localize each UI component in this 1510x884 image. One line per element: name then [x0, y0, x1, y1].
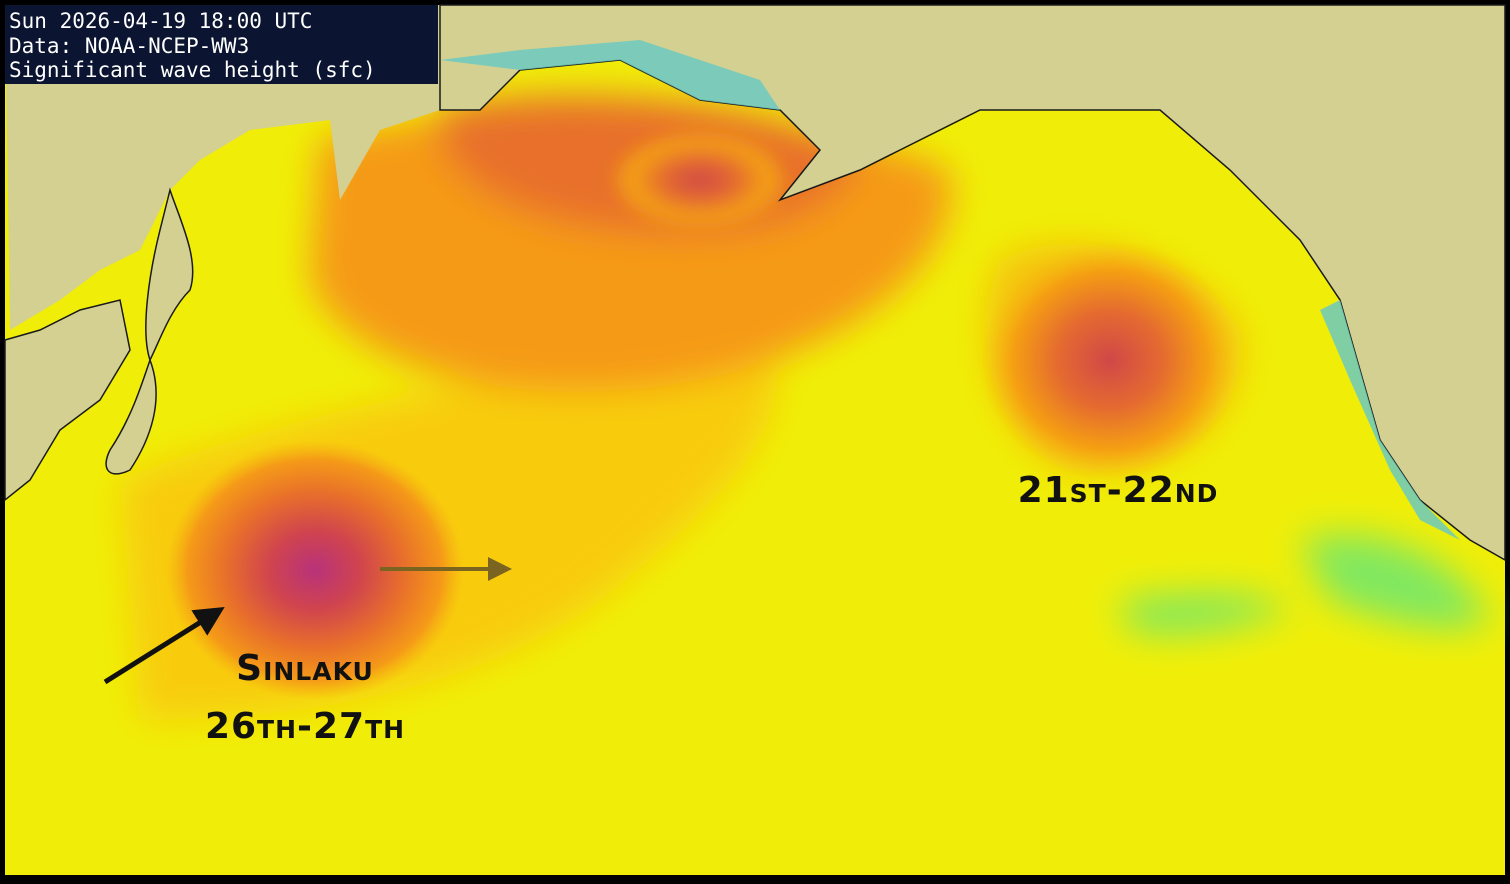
header-line: Sun 2026-04-19 18:00 UTC: [9, 9, 312, 33]
shelf-water: [440, 40, 1460, 540]
storm-dates: 26th-27th: [205, 706, 405, 747]
header-line: Data: NOAA-NCEP-WW3: [9, 34, 249, 58]
storm-dates: 21st-22nd: [1018, 470, 1219, 511]
arrows: [103, 557, 512, 685]
header-box: Sun 2026-04-19 18:00 UTC Data: NOAA-NCEP…: [5, 5, 438, 84]
header-line: Significant wave height (sfc): [9, 58, 376, 82]
storm-name: Sinlaku: [236, 648, 374, 689]
